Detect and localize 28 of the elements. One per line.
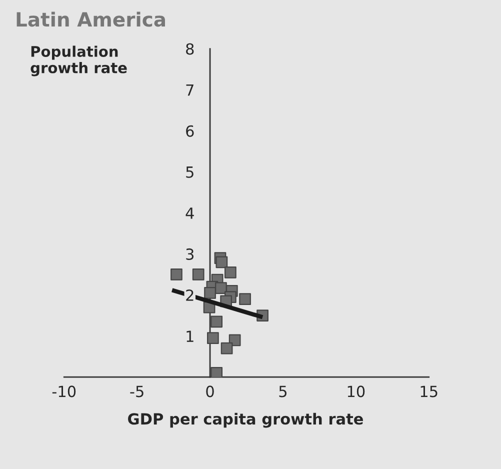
x-axis-title: GDP per capita growth rate (128, 412, 363, 428)
y-tick-label: 2 (186, 289, 194, 301)
point (170, 268, 182, 280)
point (228, 334, 241, 346)
x-tick-label: 5 (279, 386, 286, 398)
y-tick-label: 1 (186, 330, 194, 342)
y-tick-label: 7 (186, 84, 194, 96)
y-tick-label: 6 (186, 125, 194, 137)
y-tick-label: 4 (186, 208, 194, 219)
point (216, 256, 228, 268)
point (239, 293, 251, 306)
point (207, 332, 219, 344)
point (224, 266, 236, 278)
point (204, 287, 216, 299)
chart-title: Latin America (16, 12, 165, 27)
x-tick-label: -10 (52, 386, 76, 398)
point (210, 316, 223, 328)
x-tick-label: 0 (206, 386, 214, 398)
point (220, 342, 233, 354)
y-tick-label: 8 (186, 43, 194, 55)
point (192, 268, 204, 280)
y-tick-label: 3 (186, 248, 194, 260)
y-tick-label: 5 (186, 166, 194, 178)
point (210, 367, 223, 378)
x-tick-label: 10 (348, 386, 365, 398)
x-tick-label: -5 (130, 386, 144, 398)
y-axis-title: Population growth rate (30, 46, 127, 76)
x-tick-label: 15 (420, 386, 438, 398)
